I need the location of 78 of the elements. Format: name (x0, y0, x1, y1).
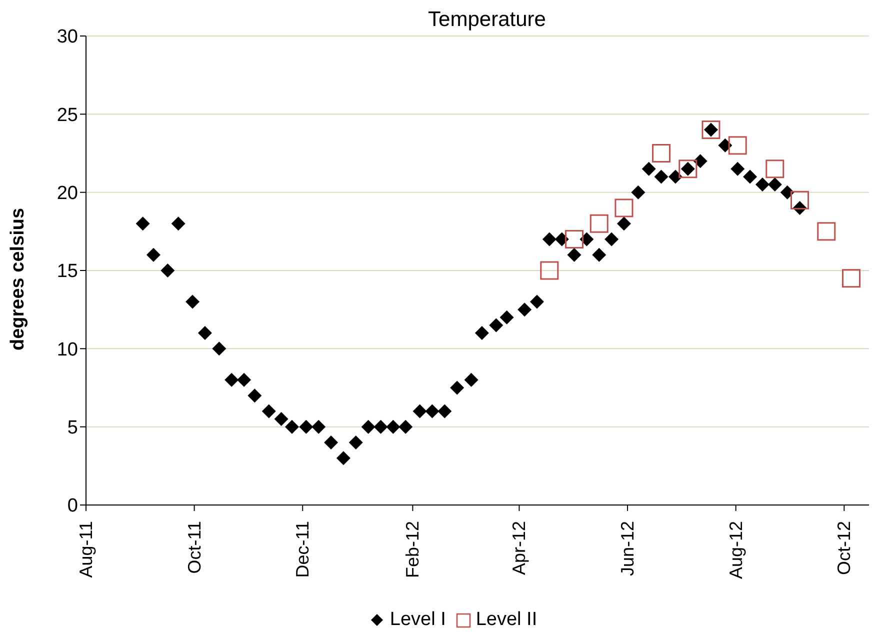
point (567, 248, 582, 262)
chart-title: Temperature (427, 8, 547, 32)
x-tick-label: Aug-12 (726, 521, 746, 580)
point (614, 198, 634, 218)
x-tick-label: Oct-11 (184, 521, 204, 574)
point (530, 294, 544, 309)
point (728, 136, 747, 155)
x-tick-label: Jun-12 (618, 521, 638, 576)
x-tick-label: Dec-11 (292, 521, 313, 578)
y-tick-label: 25 (56, 104, 78, 126)
point (652, 144, 671, 162)
point (518, 302, 532, 317)
point (237, 372, 252, 387)
point (450, 380, 464, 395)
point (186, 294, 200, 309)
point (412, 404, 427, 418)
legend-label: Level II (476, 609, 538, 631)
y-tick-label: 30 (56, 26, 78, 48)
point (842, 269, 860, 288)
point (198, 326, 212, 340)
y-tick-label: 10 (56, 339, 78, 360)
point (262, 404, 276, 418)
point (590, 214, 608, 233)
point (817, 222, 836, 241)
point (146, 248, 160, 262)
point (348, 435, 363, 450)
point (616, 216, 631, 231)
point (212, 342, 226, 356)
point (631, 185, 646, 200)
point (160, 264, 175, 278)
point (668, 170, 682, 184)
point (464, 372, 478, 387)
x-tick-label: Feb-12 (402, 521, 423, 578)
point (768, 178, 782, 192)
point (248, 388, 262, 403)
point (425, 404, 440, 418)
point (386, 420, 400, 434)
y-axis-title: degrees celsius (8, 208, 29, 350)
point (780, 185, 794, 200)
y-tick-label: 20 (56, 183, 78, 204)
point (565, 230, 584, 248)
point (554, 232, 569, 246)
point (224, 372, 239, 387)
point (361, 420, 376, 434)
point (336, 451, 350, 466)
legend-label: Level I (390, 609, 446, 631)
point (693, 154, 708, 168)
point (274, 412, 288, 426)
point (540, 261, 559, 280)
point (592, 248, 606, 262)
point (438, 404, 452, 418)
point (766, 160, 784, 178)
x-tick-label: Aug-11 (76, 521, 96, 578)
y-tick-label: 0 (67, 496, 78, 517)
point (730, 162, 745, 176)
point (654, 170, 668, 184)
y-tick-label: 15 (56, 261, 78, 282)
point (489, 318, 504, 332)
point (299, 420, 314, 434)
x-tick-label: Oct-12 (834, 521, 854, 576)
point (604, 232, 619, 246)
point (171, 216, 186, 231)
point (718, 138, 732, 152)
point (500, 310, 514, 324)
point (474, 326, 489, 340)
point (312, 420, 326, 434)
point (743, 170, 758, 184)
point (755, 178, 770, 192)
x-tick-label: Apr-12 (509, 521, 530, 576)
point (324, 435, 338, 450)
y-tick-label: 5 (67, 418, 78, 439)
point (398, 420, 413, 434)
point (136, 216, 150, 231)
point (790, 190, 810, 210)
point (284, 420, 299, 434)
point (642, 162, 656, 176)
point (374, 420, 388, 434)
point (542, 232, 556, 246)
